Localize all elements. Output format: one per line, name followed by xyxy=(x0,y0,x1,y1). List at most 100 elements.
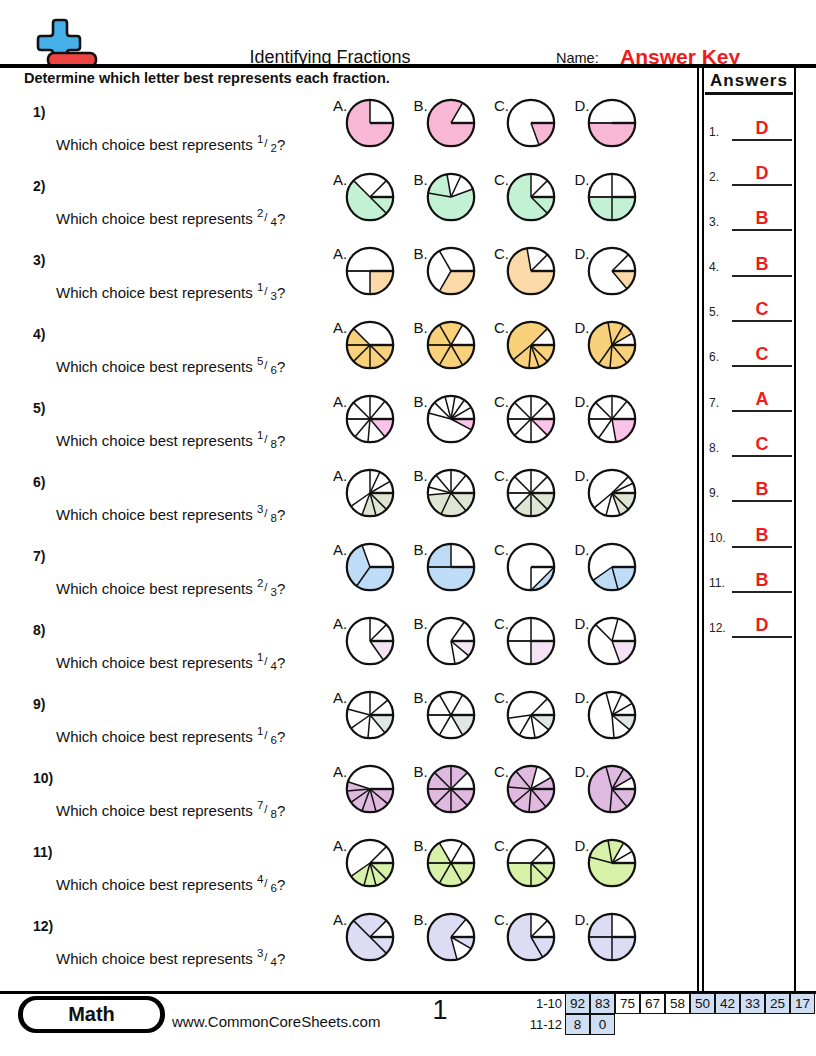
question-number: 8) xyxy=(33,622,45,638)
answer-item-number: 1. xyxy=(709,125,719,139)
answer-underline xyxy=(732,139,792,141)
fraction-pie xyxy=(344,763,396,819)
fraction-denominator: 3 xyxy=(271,290,277,302)
fraction-numerator: 4 xyxy=(257,873,263,885)
answer-underline xyxy=(732,636,792,638)
fraction-pie xyxy=(344,541,396,597)
fraction-pie xyxy=(586,393,638,449)
fraction-numerator: 2 xyxy=(257,577,263,589)
question-text: Which choice best represents 7/8? xyxy=(56,799,285,820)
fraction-numerator: 1 xyxy=(257,281,263,293)
fraction-denominator: 4 xyxy=(271,956,277,968)
fraction-pie xyxy=(505,393,557,449)
answer-item-number: 12. xyxy=(709,621,726,635)
instruction-text: Determine which letter best represents e… xyxy=(24,70,390,86)
answer-underline xyxy=(732,591,792,593)
fraction-pie xyxy=(586,467,638,523)
fraction-denominator: 8 xyxy=(271,438,277,450)
score-cell: 25 xyxy=(765,993,790,1014)
fraction-pie xyxy=(425,97,477,153)
fraction-pie xyxy=(425,911,477,967)
fraction-denominator: 4 xyxy=(271,660,277,672)
answer-item-number: 4. xyxy=(709,260,719,274)
fraction-pie xyxy=(586,245,638,301)
fraction-pie xyxy=(586,171,638,227)
question-text: Which choice best represents 1/2? xyxy=(56,133,285,154)
fraction-numerator: 1 xyxy=(257,651,263,663)
answers-panel-title: Answers xyxy=(705,71,793,95)
fraction-denominator: 4 xyxy=(271,216,277,228)
fraction-pie xyxy=(586,837,638,893)
answer-underline xyxy=(732,320,792,322)
score-cell: 42 xyxy=(715,993,740,1014)
question-number: 4) xyxy=(33,326,45,342)
score-cell: 92 xyxy=(565,993,590,1014)
question-number: 3) xyxy=(33,252,45,268)
fraction-pie xyxy=(425,467,477,523)
fraction-numerator: 7 xyxy=(257,799,263,811)
answer-underline xyxy=(732,546,792,548)
fraction-pie xyxy=(344,245,396,301)
fraction-slash: / xyxy=(264,951,267,963)
fraction-pie xyxy=(586,763,638,819)
question-number: 9) xyxy=(33,696,45,712)
score-cell: 17 xyxy=(790,993,815,1014)
header-rule xyxy=(0,64,816,68)
score-cell: 50 xyxy=(690,993,715,1014)
fraction-pie xyxy=(344,319,396,375)
fraction-slash: / xyxy=(264,729,267,741)
fraction-numerator: 1 xyxy=(257,725,263,737)
fraction-pie xyxy=(586,319,638,375)
fraction-slash: / xyxy=(264,655,267,667)
fraction-pie xyxy=(344,837,396,893)
answer-letter: B xyxy=(732,208,792,229)
answer-letter: C xyxy=(732,299,792,320)
fraction-denominator: 6 xyxy=(271,882,277,894)
fraction-pie xyxy=(505,541,557,597)
answer-letter: B xyxy=(732,525,792,546)
fraction-numerator: 2 xyxy=(257,207,263,219)
fraction-pie xyxy=(586,689,638,745)
fraction-pie xyxy=(586,541,638,597)
fraction-pie xyxy=(586,97,638,153)
score-cell: 83 xyxy=(590,993,615,1014)
score-row-label: 1-10 xyxy=(500,996,562,1011)
score-cell: 75 xyxy=(615,993,640,1014)
fraction-pie xyxy=(586,911,638,967)
fraction-denominator: 2 xyxy=(271,142,277,154)
fraction-numerator: 1 xyxy=(257,133,263,145)
fraction-pie xyxy=(586,615,638,671)
page-number: 1 xyxy=(400,995,480,1026)
score-cell: 8 xyxy=(565,1014,590,1035)
question-text: Which choice best represents 2/3? xyxy=(56,577,285,598)
fraction-pie xyxy=(505,171,557,227)
answer-letter: B xyxy=(732,570,792,591)
fraction-pie xyxy=(344,467,396,523)
answers-divider-line-2 xyxy=(702,67,704,994)
score-cell: 67 xyxy=(640,993,665,1014)
answer-item-number: 6. xyxy=(709,350,719,364)
answer-item-number: 8. xyxy=(709,441,719,455)
score-cell: 33 xyxy=(740,993,765,1014)
answer-item-number: 10. xyxy=(709,531,726,545)
question-number: 12) xyxy=(33,918,53,934)
answer-letter: B xyxy=(732,479,792,500)
question-number: 2) xyxy=(33,178,45,194)
math-badge-label: Math xyxy=(23,1000,160,1029)
fraction-pie xyxy=(505,97,557,153)
fraction-pie xyxy=(425,615,477,671)
fraction-slash: / xyxy=(264,359,267,371)
fraction-pie xyxy=(505,615,557,671)
fraction-pie xyxy=(505,911,557,967)
answer-underline xyxy=(732,500,792,502)
question-number: 7) xyxy=(33,548,45,564)
fraction-pie xyxy=(344,97,396,153)
answer-letter: D xyxy=(732,118,792,139)
website-url: www.CommonCoreSheets.com xyxy=(172,1013,380,1030)
answer-item-number: 5. xyxy=(709,305,719,319)
answer-letter: C xyxy=(732,344,792,365)
question-text: Which choice best represents 1/3? xyxy=(56,281,285,302)
question-number: 6) xyxy=(33,474,45,490)
fraction-pie xyxy=(505,467,557,523)
answer-letter: A xyxy=(732,389,792,410)
